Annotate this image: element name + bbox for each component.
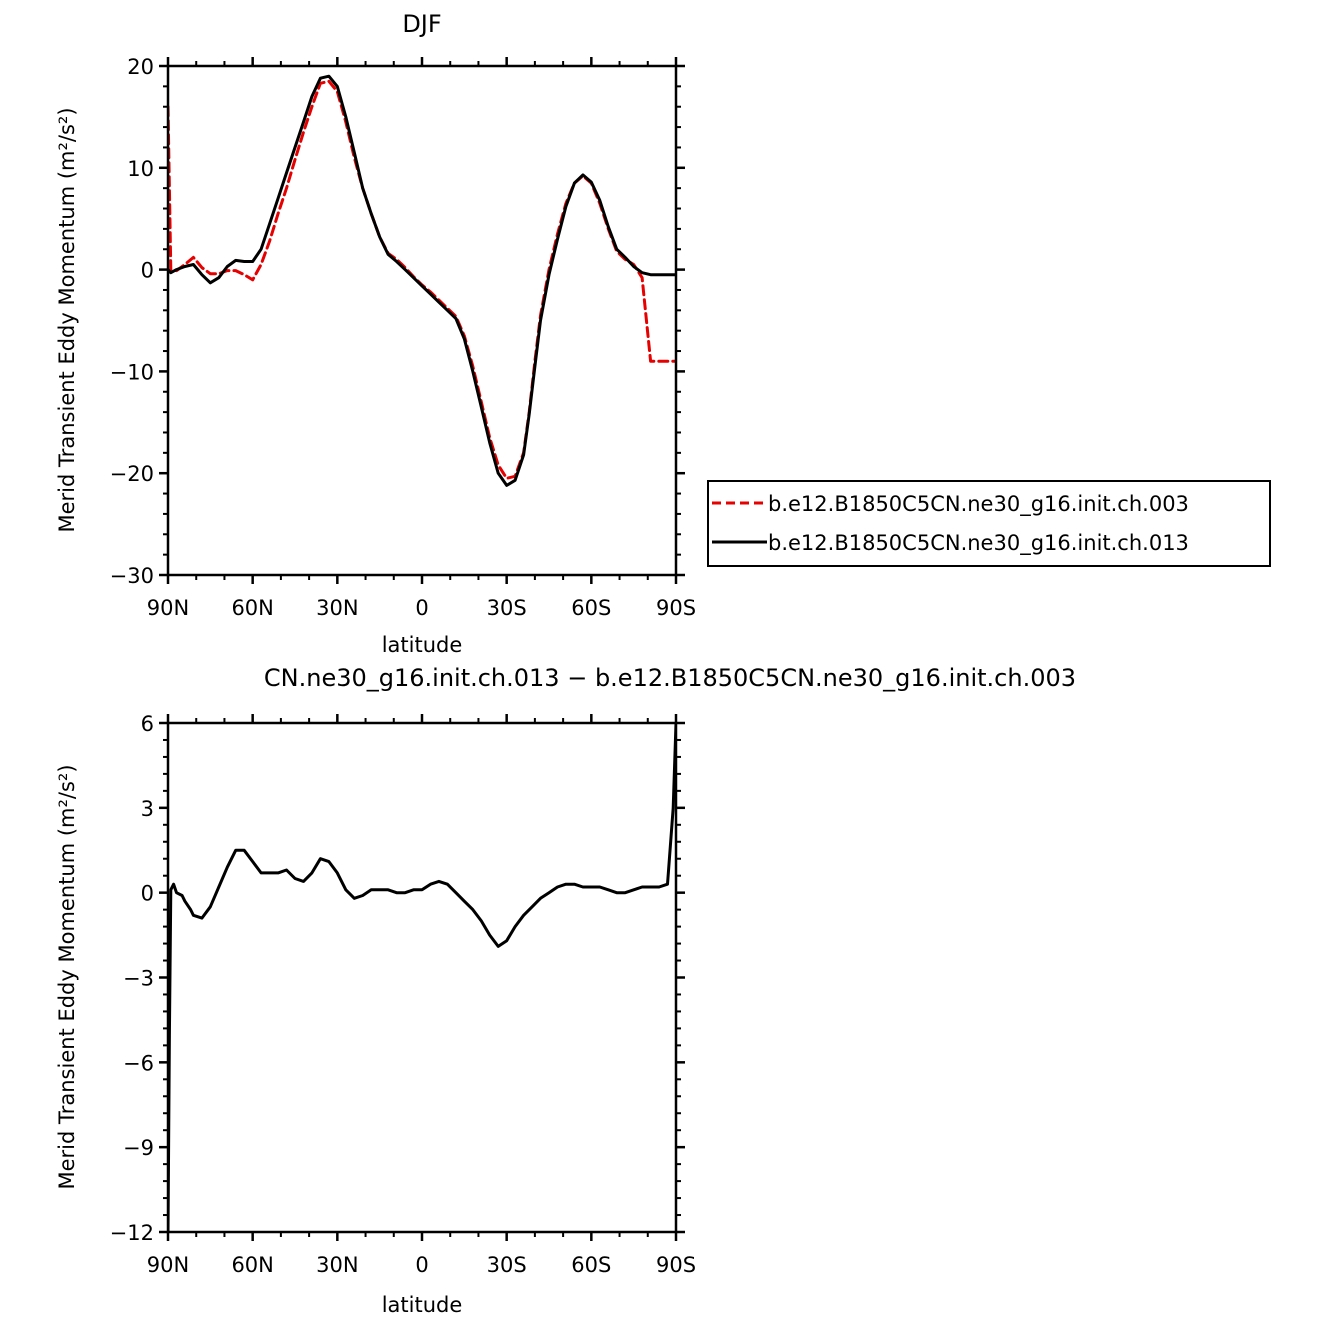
bottom-x-tick-label: 60N — [231, 1253, 273, 1277]
bottom-y-tick-label: 0 — [141, 882, 154, 906]
bottom-chart-series — [168, 723, 676, 1232]
top-chart-y-axis-label: Merid Transient Eddy Momentum (m²/s²) — [55, 107, 79, 532]
top-x-tick-label: 90N — [147, 596, 189, 620]
top-y-tick-label: −20 — [110, 462, 154, 486]
top-series-line-0 — [168, 79, 676, 480]
bottom-chart-x-axis-label: latitude — [382, 1293, 463, 1317]
top-y-tick-label: 20 — [127, 55, 154, 79]
bottom-x-tick-label: 30S — [487, 1253, 527, 1277]
bottom-chart-title: CN.ne30_g16.init.ch.013 − b.e12.B1850C5C… — [264, 664, 1076, 692]
top-x-tick-label: 60S — [571, 596, 611, 620]
bottom-y-tick-label: 3 — [141, 797, 154, 821]
bottom-y-tick-label: −3 — [123, 967, 154, 991]
bottom-x-tick-label: 90N — [147, 1253, 189, 1277]
top-chart-title: DJF — [402, 10, 441, 38]
bottom-series-line-0 — [168, 723, 676, 1232]
top-x-tick-label: 60N — [231, 596, 273, 620]
top-y-tick-label: −30 — [110, 564, 154, 588]
top-y-tick-label: 0 — [141, 259, 154, 283]
top-chart-frame — [166, 64, 678, 577]
bottom-y-tick-label: −9 — [123, 1136, 154, 1160]
legend-label-013: b.e12.B1850C5CN.ne30_g16.init.ch.013 — [768, 531, 1189, 556]
top-y-tick-label: −10 — [110, 360, 154, 384]
bottom-chart-ticks: 90N 60N 30N 0 30S 60S 90S 6 3 0 −3 −6 −9 −12 — [110, 712, 696, 1277]
top-x-tick-label: 30S — [487, 596, 527, 620]
top-x-tick-label: 90S — [656, 596, 696, 620]
legend-label-003: b.e12.B1850C5CN.ne30_g16.init.ch.003 — [768, 492, 1189, 517]
bottom-x-tick-label: 90S — [656, 1253, 696, 1277]
bottom-chart-frame — [166, 721, 678, 1234]
top-chart-ticks: 90N 60N 30N 0 30S 60S 90S 20 10 0 −10 −20 −30 — [110, 55, 696, 620]
top-x-tick-label: 0 — [415, 596, 428, 620]
legend-box — [707, 480, 1271, 567]
top-series-line-1 — [168, 74, 676, 487]
bottom-chart: CN.ne30_g16.init.ch.013 − b.e12.B1850C5C… — [55, 664, 1076, 1317]
top-chart-series — [168, 74, 676, 487]
top-chart: DJF 90N 60N 30N 0 30S 60S 90S 20 10 0 −10 −20 −30 la… — [55, 10, 696, 657]
legend: b.e12.B1850C5CN.ne30_g16.init.ch.003 b.e… — [707, 480, 1271, 567]
bottom-x-tick-label: 30N — [316, 1253, 358, 1277]
bottom-chart-y-axis-label: Merid Transient Eddy Momentum (m²/s²) — [55, 764, 79, 1189]
top-y-tick-label: 10 — [127, 157, 154, 181]
top-chart-x-axis-label: latitude — [382, 633, 463, 657]
bottom-y-tick-label: 6 — [141, 712, 154, 736]
bottom-y-tick-label: −12 — [110, 1221, 154, 1245]
bottom-x-tick-label: 60S — [571, 1253, 611, 1277]
bottom-y-tick-label: −6 — [123, 1051, 154, 1075]
top-x-tick-label: 30N — [316, 596, 358, 620]
bottom-x-tick-label: 0 — [415, 1253, 428, 1277]
